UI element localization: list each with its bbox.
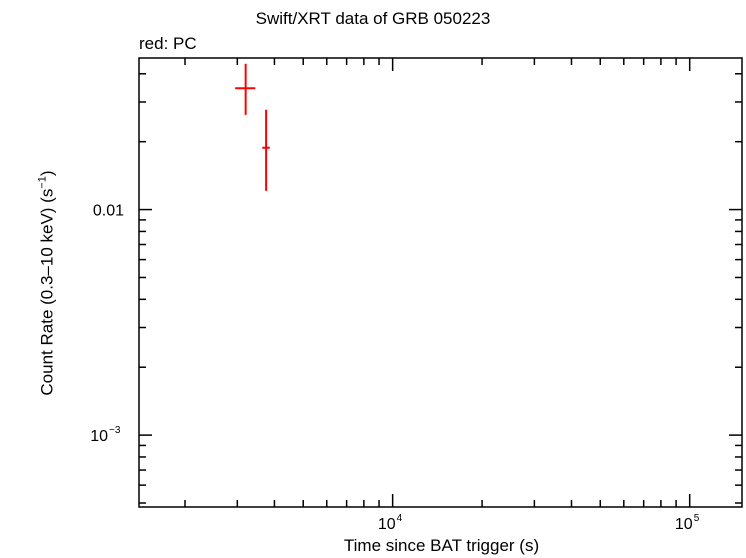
y-tick-label: 0.01	[93, 203, 124, 220]
data-marks	[235, 63, 270, 191]
x-tick-label: 10 4	[378, 513, 403, 533]
x-tick-label: 10 5	[675, 513, 700, 533]
x-tick-label-base: 10	[675, 516, 693, 533]
chart-title: Swift/XRT data of GRB 050223	[255, 9, 491, 28]
x-tick-label-base: 10	[378, 516, 396, 533]
y-tick-label-exponent: −3	[109, 425, 121, 436]
data-point	[262, 109, 270, 191]
y-tick-label: 10 −3	[90, 425, 121, 445]
axis-ticks	[139, 58, 742, 507]
plot-frame	[138, 57, 743, 508]
x-axis-label: Time since BAT trigger (s)	[343, 536, 540, 555]
y-tick-label-text: 0.01	[93, 203, 124, 220]
data-point	[235, 63, 256, 115]
x-tick-label-exponent: 5	[694, 513, 700, 524]
y-axis-label-text: Count Rate (0.3–10 keV) (s	[37, 188, 57, 396]
x-tick-label-exponent: 4	[397, 513, 403, 524]
chart-subtitle: red: PC	[139, 34, 197, 53]
y-tick-label-base: 10	[90, 428, 108, 445]
y-axis-label-close: )	[37, 170, 57, 177]
y-axis-label-exponent: −1	[36, 176, 49, 189]
y-axis-label: Count Rate (0.3–10 keV) (s−1)	[37, 123, 58, 443]
